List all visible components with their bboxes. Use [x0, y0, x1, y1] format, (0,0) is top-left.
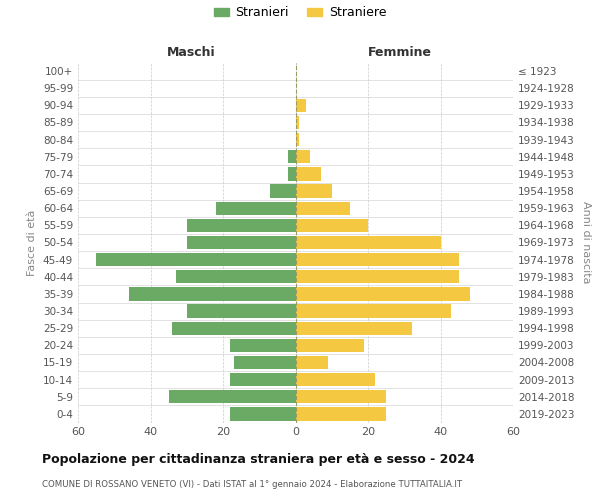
Legend: Stranieri, Straniere: Stranieri, Straniere: [214, 6, 386, 19]
Bar: [288, 167, 296, 180]
Bar: [176, 270, 296, 283]
Bar: [129, 287, 296, 300]
Bar: [296, 202, 350, 215]
Text: Maschi: Maschi: [167, 46, 215, 59]
Bar: [187, 218, 296, 232]
Bar: [172, 322, 296, 335]
Bar: [296, 150, 310, 164]
Y-axis label: Fasce di età: Fasce di età: [28, 210, 37, 276]
Bar: [96, 253, 296, 266]
Bar: [296, 373, 375, 386]
Bar: [296, 356, 328, 369]
Y-axis label: Anni di nascita: Anni di nascita: [581, 201, 591, 284]
Text: Popolazione per cittadinanza straniera per età e sesso - 2024: Popolazione per cittadinanza straniera p…: [42, 452, 475, 466]
Bar: [288, 150, 296, 164]
Text: COMUNE DI ROSSANO VENETO (VI) - Dati ISTAT al 1° gennaio 2024 - Elaborazione TUT: COMUNE DI ROSSANO VENETO (VI) - Dati IST…: [42, 480, 462, 489]
Bar: [187, 304, 296, 318]
Bar: [230, 338, 296, 352]
Bar: [230, 407, 296, 420]
Bar: [296, 287, 470, 300]
Bar: [296, 116, 299, 129]
Bar: [296, 98, 307, 112]
Bar: [270, 184, 296, 198]
Bar: [296, 218, 368, 232]
Bar: [296, 304, 451, 318]
Bar: [296, 236, 440, 249]
Bar: [230, 373, 296, 386]
Bar: [296, 322, 412, 335]
Bar: [296, 167, 321, 180]
Bar: [296, 407, 386, 420]
Bar: [216, 202, 296, 215]
Text: Femmine: Femmine: [368, 46, 432, 59]
Bar: [296, 270, 458, 283]
Bar: [296, 338, 364, 352]
Bar: [187, 236, 296, 249]
Bar: [234, 356, 296, 369]
Bar: [169, 390, 296, 404]
Bar: [296, 390, 386, 404]
Bar: [296, 184, 332, 198]
Bar: [296, 133, 299, 146]
Bar: [296, 253, 458, 266]
